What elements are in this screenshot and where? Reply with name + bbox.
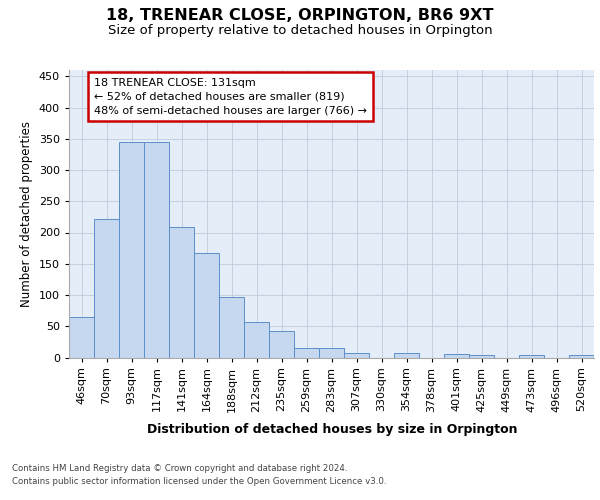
Bar	[344, 353, 369, 358]
Bar	[194, 253, 219, 358]
Bar	[519, 355, 544, 358]
Bar	[319, 348, 344, 358]
Bar	[94, 219, 119, 358]
Bar	[294, 348, 319, 358]
Bar	[444, 354, 469, 358]
Text: Contains public sector information licensed under the Open Government Licence v3: Contains public sector information licen…	[12, 476, 386, 486]
Bar	[394, 353, 419, 358]
Bar	[269, 331, 294, 357]
Bar	[69, 317, 94, 358]
Text: 18, TRENEAR CLOSE, ORPINGTON, BR6 9XT: 18, TRENEAR CLOSE, ORPINGTON, BR6 9XT	[106, 8, 494, 22]
Text: Distribution of detached houses by size in Orpington: Distribution of detached houses by size …	[146, 422, 517, 436]
Text: 18 TRENEAR CLOSE: 131sqm
← 52% of detached houses are smaller (819)
48% of semi-: 18 TRENEAR CLOSE: 131sqm ← 52% of detach…	[94, 78, 367, 116]
Bar	[219, 297, 244, 358]
Bar	[469, 355, 494, 358]
Bar	[119, 142, 144, 358]
Bar	[169, 227, 194, 358]
Text: Size of property relative to detached houses in Orpington: Size of property relative to detached ho…	[107, 24, 493, 37]
Bar	[569, 355, 594, 358]
Bar	[144, 142, 169, 358]
Y-axis label: Number of detached properties: Number of detached properties	[20, 120, 33, 306]
Bar	[244, 322, 269, 358]
Text: Contains HM Land Registry data © Crown copyright and database right 2024.: Contains HM Land Registry data © Crown c…	[12, 464, 347, 473]
